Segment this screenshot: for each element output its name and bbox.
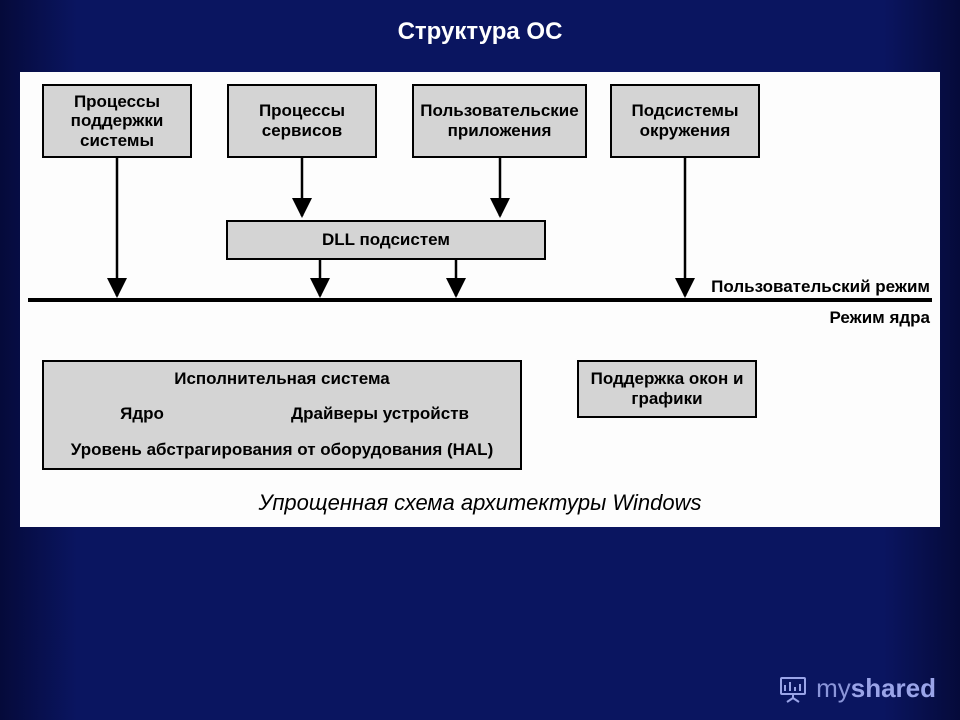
diagram-caption: Упрощенная схема архитектуры Windows [20, 490, 940, 516]
box-env-subsys: Подсистемы окружения [610, 84, 760, 158]
box-drivers: Драйверы устройств [240, 396, 522, 434]
box-hal: Уровень абстрагирования от оборудования … [42, 432, 522, 470]
box-dll: DLL подсистем [226, 220, 546, 260]
box-exec-system: Исполнительная система [42, 360, 522, 398]
box-services: Процессы сервисов [227, 84, 377, 158]
watermark-text-a: my [816, 673, 851, 703]
slide-title: Структура ОС [0, 0, 960, 46]
box-kernel-core: Ядро [42, 396, 242, 434]
label-user-mode: Пользовательский режим [711, 277, 930, 297]
watermark: myshared [778, 673, 936, 704]
box-user-apps: Пользовательские приложения [412, 84, 587, 158]
label-kernel-mode: Режим ядра [830, 308, 931, 328]
box-gfx-support: Поддержка окон и графики [577, 360, 757, 418]
presentation-icon [778, 674, 808, 704]
watermark-text-b: shared [851, 673, 936, 703]
diagram-canvas: Процессы поддержки системы Процессы серв… [20, 72, 940, 527]
box-sys-support: Процессы поддержки системы [42, 84, 192, 158]
